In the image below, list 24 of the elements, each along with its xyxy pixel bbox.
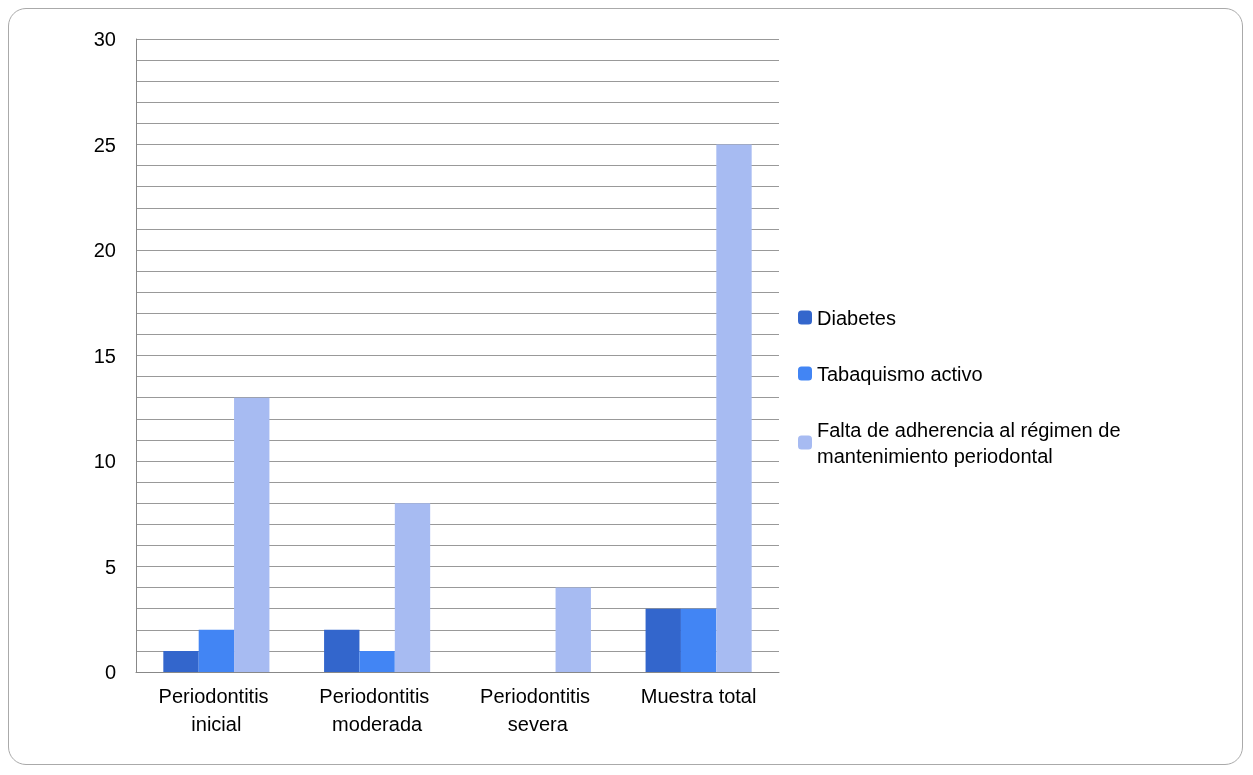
y-tick-label: 30 [93, 28, 116, 50]
bar [163, 650, 199, 672]
bar [324, 629, 360, 672]
y-tick-label: 15 [93, 344, 116, 367]
bar [645, 608, 681, 672]
x-tick-label: Muestra total [640, 685, 757, 707]
bar [716, 144, 752, 672]
y-tick-label: 0 [104, 661, 116, 683]
legend-label: Falta de adherencia al régimen de mantenimiento periodontal [817, 418, 1127, 467]
y-tick-label: 5 [104, 555, 116, 578]
bar [359, 650, 395, 672]
x-tick-label: Periodontitis severa [480, 685, 596, 735]
bar [394, 503, 431, 672]
bar [555, 587, 591, 672]
bar [234, 397, 270, 672]
legend-label: Diabetes [817, 306, 896, 329]
x-tick-label: Periodontitis inicial [158, 685, 275, 735]
bar [198, 629, 235, 672]
y-tick-label: 20 [93, 239, 116, 261]
y-tick-label: 25 [93, 133, 116, 156]
x-tick-label: Periodontitis moderada [319, 685, 435, 735]
bar [680, 608, 717, 672]
legend-label: Tabaquismo activo [817, 362, 983, 385]
y-tick-label: 10 [93, 450, 116, 472]
